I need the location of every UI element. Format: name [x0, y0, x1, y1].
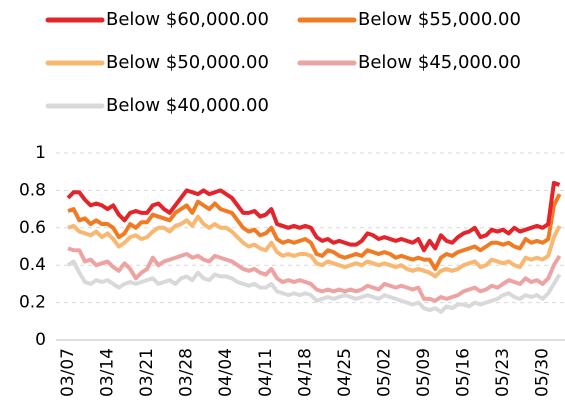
x-tick-label: 04/25	[335, 348, 355, 397]
legend-label: Below $55,000.00	[358, 9, 521, 30]
y-tick-label: 0.4	[19, 255, 46, 275]
x-tick-label: 03/28	[177, 348, 197, 397]
x-tick-label: 03/21	[137, 348, 157, 397]
y-tick-label: 0.2	[19, 293, 46, 313]
x-tick-label: 05/16	[454, 348, 474, 397]
legend-label: Below $45,000.00	[358, 52, 521, 73]
x-tick-label: 04/04	[216, 348, 236, 397]
x-tick-label: 03/07	[58, 348, 78, 397]
x-tick-label: 05/02	[374, 348, 394, 397]
legend-label: Below $50,000.00	[106, 52, 269, 73]
x-tick-label: 04/18	[295, 348, 315, 397]
x-tick-label: 05/23	[493, 348, 513, 397]
series-line	[66, 180, 561, 253]
x-tick-label: 05/30	[533, 348, 553, 397]
y-tick-label: 0.8	[19, 180, 46, 200]
y-tick-label: 0.6	[19, 218, 46, 238]
legend-label: Below $60,000.00	[106, 9, 269, 30]
series-line	[67, 193, 562, 271]
series-line	[67, 214, 562, 279]
x-tick-label: 05/09	[414, 348, 434, 397]
x-tick-label: 03/14	[98, 348, 118, 397]
y-tick-label: 1	[35, 143, 46, 163]
y-tick-label: 0	[35, 330, 46, 350]
legend-label: Below $40,000.00	[106, 95, 269, 116]
x-tick-label: 04/11	[256, 348, 276, 397]
series-line	[66, 259, 562, 314]
series-line	[67, 246, 562, 303]
